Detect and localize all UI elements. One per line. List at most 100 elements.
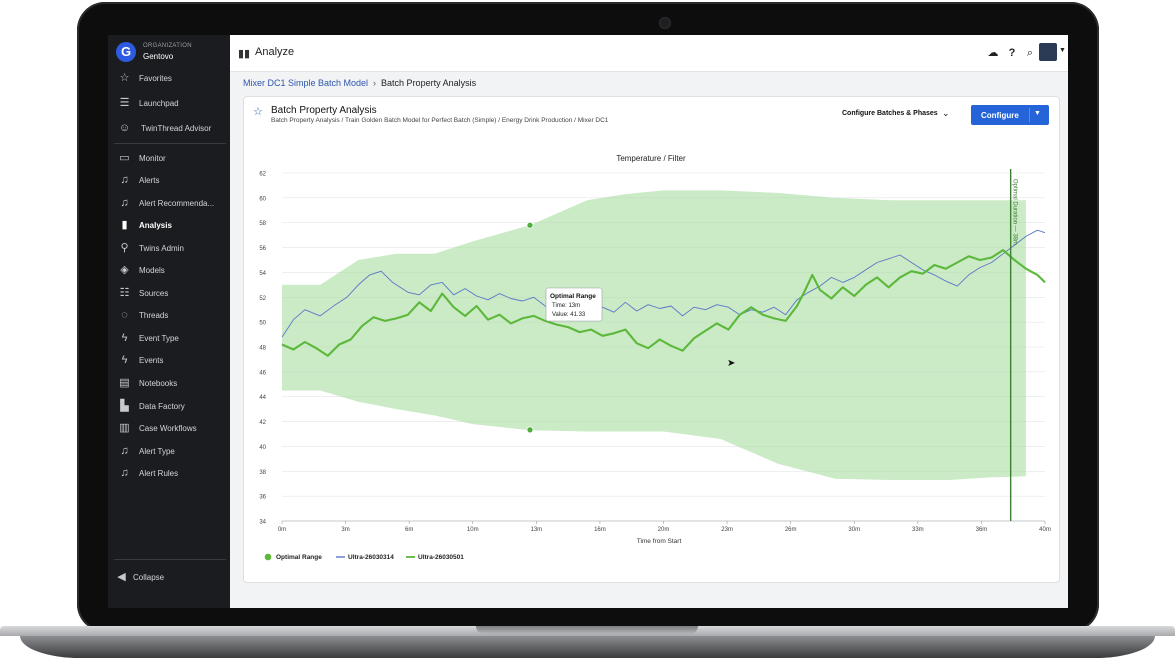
laptop-base-bottom [20,636,1155,658]
sidebar-item-label: Data Factory [139,402,185,411]
sidebar-item-data-factory[interactable]: ▙ Data Factory [108,397,230,417]
sidebar-item-monitor[interactable]: ▭ Monitor [108,149,230,169]
configure-batches-dropdown[interactable]: Configure Batches & Phases [842,110,938,117]
sidebar-item-label: Favorites [139,74,172,83]
x-tick-label: 40m [1039,527,1051,533]
sidebar-item-label: Alert Rules [139,469,179,478]
chevron-down-icon[interactable]: ⌄ [942,108,950,118]
sidebar-item-label: Alert Type [139,447,175,456]
y-tick-label: 60 [259,196,266,202]
legend-label-optimal-range[interactable]: Optimal Range [276,554,322,561]
sidebar-item-label: Event Type [139,334,179,343]
sidebar-item-alerts[interactable]: ♫ Alerts [108,171,230,191]
x-tick-label: 36m [976,527,988,533]
sidebar-item-label: Monitor [139,154,166,163]
sidebar-item-sources[interactable]: ☷ Sources [108,284,230,304]
chart: Temperature / Filter Optimal Duration — … [259,154,1051,561]
cloud-icon[interactable]: ☁ [987,47,999,59]
legend-label-ultra-26030501[interactable]: Ultra-26030501 [418,554,464,561]
tooltip-value: Value: 41.33 [552,312,586,318]
sidebar-item-alert-type[interactable]: ♫ Alert Type [108,442,230,462]
card-subtitle: Batch Property Analysis / Train Golden B… [271,117,609,124]
x-tick-label: 10m [467,527,479,533]
y-tick-label: 36 [259,495,266,501]
sidebar-item-label: TwinThread Advisor [141,124,212,133]
sidebar-divider [114,559,226,560]
optimal-range-layer [282,190,1026,480]
collapse-label: Collapse [133,573,165,582]
sidebar-item-label: Events [139,356,164,365]
sidebar-item-label: Alert Recommenda... [139,199,215,208]
x-tick-label: 0m [278,527,286,533]
collapse-button[interactable]: ◀ Collapse [108,568,230,588]
sidebar-item-alert-recommendations[interactable]: ♫ Alert Recommenda... [108,194,230,214]
y-tick-label: 38 [259,470,266,476]
help-icon[interactable]: ? [1008,47,1016,59]
chevron-right-icon: › [373,78,377,88]
sidebar-item-alert-rules[interactable]: ♫ Alert Rules [108,464,230,484]
chart-title: Temperature / Filter [616,154,686,163]
breadcrumb-link[interactable]: Mixer DC1 Simple Batch Model [243,78,369,88]
sidebar-item-twinthread-advisor[interactable]: ☺ TwinThread Advisor [108,119,230,139]
sidebar-item-label: Twins Admin [139,244,184,253]
y-tick-label: 42 [259,420,266,426]
org-switcher[interactable]: G ORGANIZATION Gentovo [116,41,228,65]
x-tick-label: 26m [785,527,797,533]
breadcrumb-current: Batch Property Analysis [381,78,477,88]
button-divider [1029,108,1030,122]
chart-legend: Optimal Range Ultra-26030314 Ultra-26030… [264,553,464,561]
notebook-icon: ▤ [119,377,130,389]
sidebar-item-twins-admin[interactable]: ⚲ Twins Admin [108,239,230,259]
bell-icon: ♫ [120,445,129,457]
sidebar-item-events[interactable]: ϟ Events [108,351,230,371]
sidebar-item-label: Sources [139,289,169,298]
sidebar-item-notebooks[interactable]: ▤ Notebooks [108,374,230,394]
legend-label-ultra-26030314[interactable]: Ultra-26030314 [348,554,394,561]
y-tick-label: 44 [259,395,266,401]
org-label: ORGANIZATION [143,43,192,49]
lightning-icon: ϟ [121,354,128,366]
sidebar-item-label: Case Workflows [139,424,197,433]
x-tick-label: 16m [594,527,606,533]
sidebar: G ORGANIZATION Gentovo ☆ Favorites ☰ Lau… [108,35,230,608]
series-layer [281,229,1046,357]
configure-button-label: Configure [981,111,1019,120]
launchpad-icon: ☰ [119,97,130,109]
bar-chart-icon: ▮ [121,219,128,231]
mouse-cursor-icon: ➤ [727,358,736,369]
y-tick-label: 50 [259,321,266,327]
sidebar-item-launchpad[interactable]: ☰ Launchpad [108,94,230,114]
sidebar-item-label: Analysis [139,221,172,230]
x-tick-label: 13m [530,527,542,533]
search-icon[interactable]: ⌕ [1026,47,1034,59]
sidebar-item-favorites[interactable]: ☆ Favorites [108,69,230,89]
tooltip-title: Optimal Range [550,293,596,300]
chevron-left-icon: ◀ [117,571,126,583]
sidebar-item-label: Models [139,266,165,275]
chevron-down-icon[interactable]: ▼ [1059,47,1066,54]
configure-button[interactable]: Configure ▼ [971,105,1049,125]
layers-icon: ◈ [120,264,129,276]
series-line-ultra-26030501 [281,249,1046,357]
sidebar-item-label: Alerts [139,176,160,185]
x-tick-label: 20m [658,527,670,533]
optimal-range-point [527,427,533,433]
y-tick-label: 40 [259,445,266,451]
star-icon: ☆ [119,72,130,84]
laptop-notch [476,626,698,634]
x-axis-title: Time from Start [637,538,682,545]
sidebar-item-analysis[interactable]: ▮ Analysis [108,216,230,236]
y-tick-label: 52 [259,296,266,302]
y-tick-label: 58 [259,221,266,227]
y-tick-label: 48 [259,346,266,352]
sidebar-item-event-type[interactable]: ϟ Event Type [108,329,230,349]
sidebar-item-models[interactable]: ◈ Models [108,261,230,281]
sidebar-item-threads[interactable]: ◌ Threads [108,306,230,326]
card-title: Batch Property Analysis [271,105,377,116]
avatar[interactable] [1039,43,1057,61]
x-tick-label: 6m [405,527,413,533]
favorite-star-icon[interactable]: ☆ [253,106,263,118]
sidebar-item-case-workflows[interactable]: ▥ Case Workflows [108,419,230,439]
caret-down-icon[interactable]: ▼ [1034,110,1041,117]
twins-icon: ⚲ [120,242,129,254]
